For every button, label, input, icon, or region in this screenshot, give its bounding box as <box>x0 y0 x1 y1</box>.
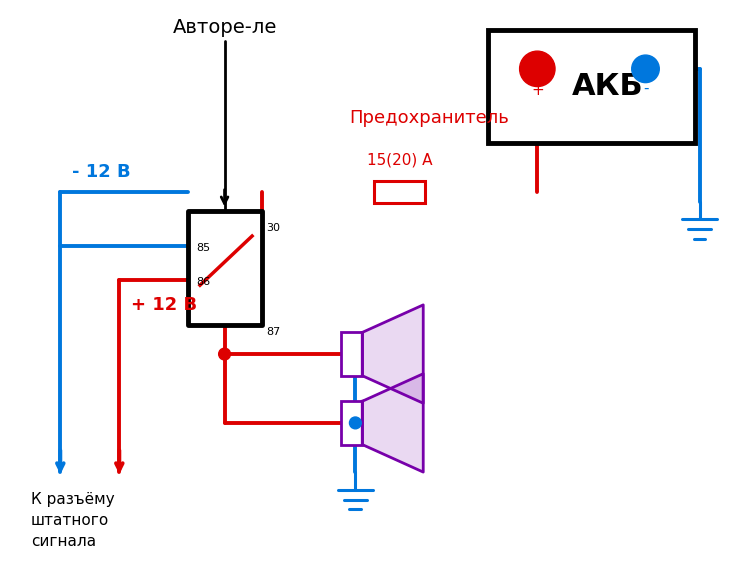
Text: - 12 В: - 12 В <box>72 163 131 181</box>
Polygon shape <box>362 374 424 472</box>
Circle shape <box>632 55 659 83</box>
Text: +: + <box>531 83 544 98</box>
Text: Авторе­ле: Авторе­ле <box>172 17 277 37</box>
Bar <box>188 211 262 324</box>
Text: + 12 В: + 12 В <box>131 296 197 314</box>
Text: 87: 87 <box>266 327 280 337</box>
Text: К разъёму
штатного
сигнала: К разъёму штатного сигнала <box>31 492 115 549</box>
Circle shape <box>219 348 230 360</box>
Text: 15(20) А: 15(20) А <box>367 152 433 167</box>
Bar <box>488 29 695 143</box>
Polygon shape <box>362 305 424 403</box>
Text: 30: 30 <box>266 223 280 233</box>
Text: 85: 85 <box>196 243 210 253</box>
Bar <box>341 401 362 445</box>
Bar <box>341 332 362 375</box>
Text: АКБ: АКБ <box>572 71 644 101</box>
Text: 86: 86 <box>196 277 210 287</box>
Circle shape <box>519 51 555 87</box>
Bar <box>374 181 425 202</box>
Text: Предохранитель: Предохранитель <box>350 109 509 127</box>
Text: -: - <box>643 81 649 96</box>
Circle shape <box>350 417 362 429</box>
